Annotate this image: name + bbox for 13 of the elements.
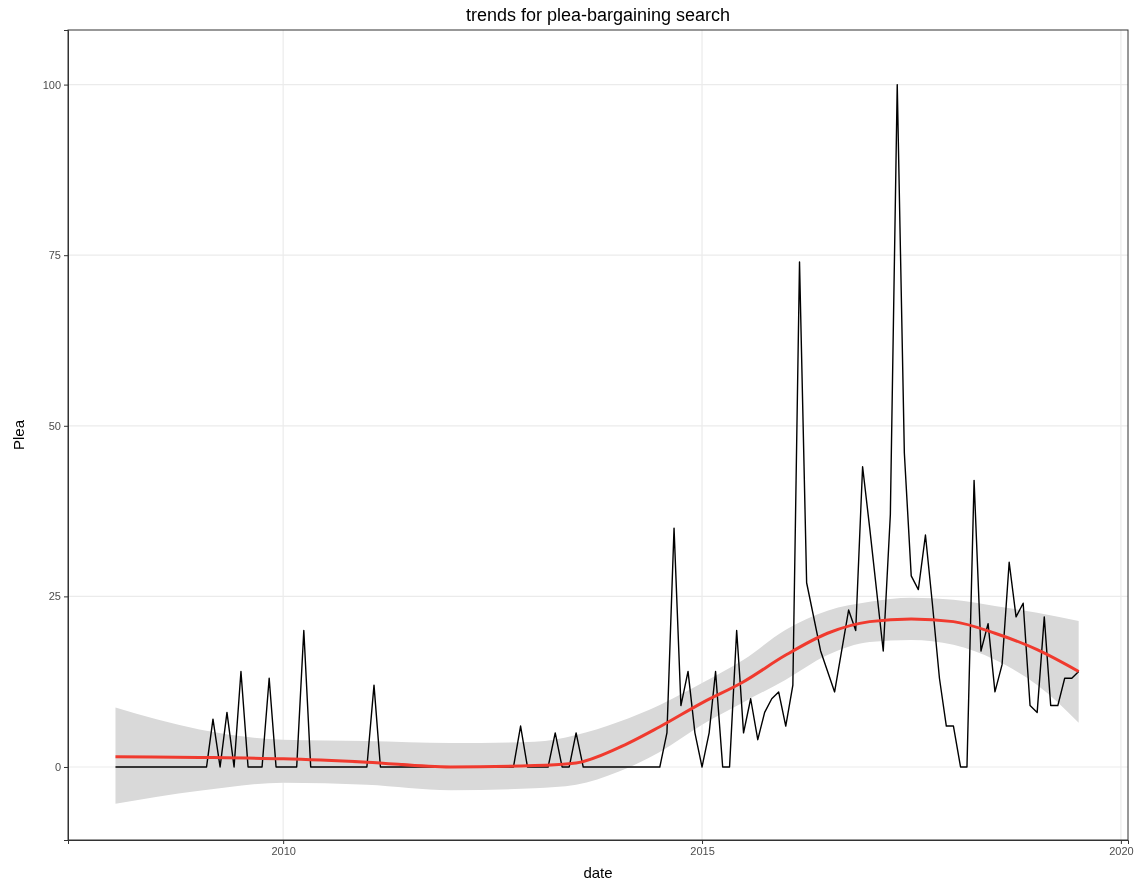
x-tick-label: 2015 bbox=[690, 844, 715, 857]
y-tick-label: 25 bbox=[48, 590, 61, 603]
y-tick-label: 100 bbox=[42, 78, 61, 91]
chart-title: trends for plea-bargaining search bbox=[465, 5, 731, 25]
y-axis-title: Plea bbox=[10, 419, 27, 451]
line-series bbox=[114, 83, 1080, 768]
x-axis-title: date bbox=[583, 864, 613, 881]
y-tick-label: 50 bbox=[48, 419, 61, 432]
y-tick-label: 0 bbox=[54, 761, 61, 773]
y-tick-label: 75 bbox=[48, 249, 61, 262]
x-tick-label: 2010 bbox=[271, 844, 296, 857]
line-series bbox=[113, 617, 1081, 769]
x-tick-label: 2020 bbox=[1109, 844, 1134, 857]
